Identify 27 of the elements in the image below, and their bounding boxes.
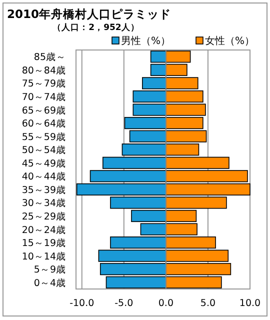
y-tick-label: 60～64歳 <box>22 118 66 130</box>
y-tick-label: 15～19歳 <box>22 237 66 250</box>
x-tick-label: 10.0 <box>239 298 261 309</box>
y-tick-label: 75～79歳 <box>22 78 66 90</box>
y-tick-label: 40～44歳 <box>22 170 66 183</box>
y-tick-label: 65～69歳 <box>22 104 66 116</box>
x-tick-label: -10.0 <box>70 298 94 309</box>
y-tick-label: 0～4歳 <box>34 276 66 289</box>
legend-label: 男性（%） <box>121 35 171 47</box>
y-tick-label: 20～24歳 <box>22 224 66 236</box>
y-tick-label: 5～9歳 <box>34 264 66 276</box>
x-tick-label: 0.0 <box>158 298 174 309</box>
chart-title: 2010年舟橋村人口ピラミッド <box>7 7 172 21</box>
y-tick-label: 10～14歳 <box>22 250 66 262</box>
y-tick-label: 45～49歳 <box>22 157 66 170</box>
x-tick-label: -5.0 <box>114 298 134 309</box>
y-tick-label: 30～34歳 <box>22 197 66 210</box>
y-tick-label: 80～84歳 <box>22 64 66 76</box>
y-tick-label: 50～54歳 <box>22 144 66 156</box>
y-tick-label: 35～39歳 <box>22 184 66 196</box>
x-tick-label: 5.0 <box>200 298 216 309</box>
chart-subtitle: （人口：2，952人） <box>52 22 140 33</box>
y-tick-label: 55～59歳 <box>22 130 66 143</box>
legend-label: 女性（%） <box>205 35 255 47</box>
y-tick-label: 70～74歳 <box>22 90 66 103</box>
y-tick-label: 85歳～ <box>34 51 66 64</box>
y-tick-label: 25～29歳 <box>22 210 66 222</box>
